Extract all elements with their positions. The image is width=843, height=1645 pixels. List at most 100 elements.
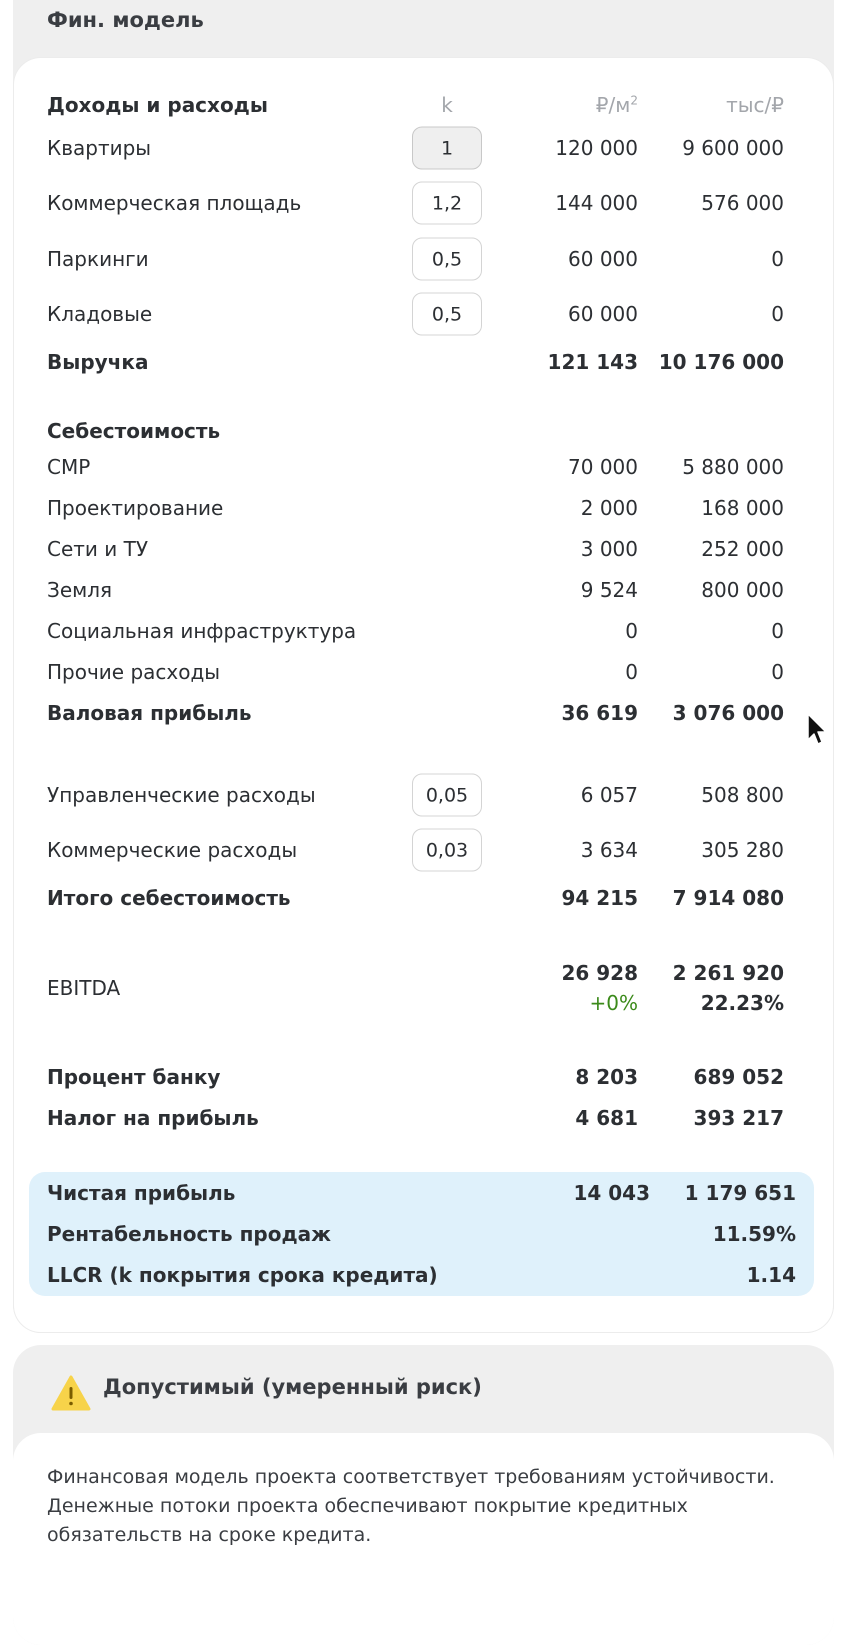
k-input-storage[interactable]: 0,5 (412, 292, 482, 336)
row-label: Социальная инфраструктура (47, 619, 357, 643)
mouse-cursor-icon (807, 713, 827, 745)
row-per-m2: 0 (625, 619, 638, 643)
row-value: 11.59% (712, 1222, 796, 1246)
row-per-m2: 60 000 (568, 302, 638, 326)
row-per-m2: 121 143 (547, 350, 638, 374)
row-total: 1 179 651 (684, 1181, 796, 1205)
row-per-m2: 8 203 (575, 1065, 638, 1089)
cost-header: Себестоимость (47, 411, 784, 451)
cost-row: Сети и ТУ 3 000 252 000 (47, 529, 784, 569)
row-label: Управленческие расходы (47, 783, 316, 807)
row-total: 7 914 080 (672, 886, 784, 910)
k-input-admin[interactable]: 0,05 (412, 773, 482, 817)
row-label: Земля (47, 578, 113, 602)
row-total: 800 000 (701, 578, 784, 602)
cost-row: Прочие расходы 0 0 (47, 652, 784, 692)
cost-row: Земля 9 524 800 000 (47, 570, 784, 610)
k-input-parking[interactable]: 0,5 (412, 237, 482, 281)
row-label: Кладовые (47, 302, 153, 326)
row-per-m2: 3 000 (580, 537, 638, 561)
row-per-m2: 6 057 (580, 783, 638, 807)
row-total: 689 052 (693, 1065, 784, 1089)
row-total: 10 176 000 (658, 350, 784, 374)
gross-profit-row: Валовая прибыль 36 619 3 076 000 (47, 693, 784, 733)
summary-highlight: Чистая прибыль 14 043 1 179 651 Рентабел… (29, 1172, 814, 1296)
warning-icon (51, 1375, 91, 1411)
row-label: Коммерческая площадь (47, 191, 302, 215)
risk-description: Финансовая модель проекта соответствует … (47, 1466, 775, 1546)
row-total: 393 217 (693, 1106, 784, 1130)
ebitda-pct: 22.23% (700, 991, 784, 1015)
income-row: Кладовые 0,5 60 000 0 (47, 292, 784, 336)
row-total: 9 600 000 (682, 136, 784, 160)
risk-body: Финансовая модель проекта соответствует … (13, 1433, 834, 1645)
row-label: EBITDA (47, 976, 121, 1000)
row-total: 0 (771, 660, 784, 684)
llcr-row: LLCR (k покрытия срока кредита) 1.14 (47, 1255, 796, 1295)
row-label: Прочие расходы (47, 660, 221, 684)
row-per-m2: 2 000 (580, 496, 638, 520)
row-label: LLCR (k покрытия срока кредита) (47, 1263, 438, 1287)
row-total: 0 (771, 302, 784, 326)
cost-row: Социальная инфраструктура 0 0 (47, 611, 784, 651)
k-input-apartments[interactable]: 1 (412, 126, 482, 170)
risk-card: Допустимый (умеренный риск) Финансовая м… (13, 1345, 834, 1645)
row-per-m2: 60 000 (568, 247, 638, 271)
k-input-commercial-expenses[interactable]: 0,03 (412, 828, 482, 872)
row-per-m2: 36 619 (561, 701, 638, 725)
row-label: Итого себестоимость (47, 886, 291, 910)
expense-row: Коммерческие расходы 0,03 3 634 305 280 (47, 828, 784, 872)
row-label: Паркинги (47, 247, 149, 271)
row-label: Налог на прибыль (47, 1106, 259, 1130)
row-total: 3 076 000 (672, 701, 784, 725)
revenue-row: Выручка 121 143 10 176 000 (47, 342, 784, 382)
row-total: 5 880 000 (682, 455, 784, 479)
row-per-m2: 4 681 (575, 1106, 638, 1130)
row-total: 252 000 (701, 537, 784, 561)
section-heading: Себестоимость (47, 419, 221, 443)
row-per-m2: 144 000 (555, 191, 638, 215)
sales-margin-row: Рентабельность продаж 11.59% (47, 1214, 796, 1254)
row-per-m2: 14 043 (573, 1181, 650, 1205)
expense-row: Управленческие расходы 0,05 6 057 508 80… (47, 773, 784, 817)
row-label: Чистая прибыль (47, 1181, 236, 1205)
row-total: 508 800 (701, 783, 784, 807)
row-label: СМР (47, 455, 91, 479)
row-label: Сети и ТУ (47, 537, 149, 561)
row-per-m2: 94 215 (561, 886, 638, 910)
net-profit-row: Чистая прибыль 14 043 1 179 651 (47, 1173, 796, 1213)
header-total: тыс/₽ (726, 93, 784, 117)
row-total: 168 000 (701, 496, 784, 520)
k-input-commercial[interactable]: 1,2 (412, 181, 482, 225)
header-k: k (441, 93, 453, 117)
income-tax-row: Налог на прибыль 4 681 393 217 (47, 1098, 784, 1138)
row-per-m2: 120 000 (555, 136, 638, 160)
row-total: 305 280 (701, 838, 784, 862)
ebitda-delta: +0% (589, 991, 639, 1015)
income-row: Квартиры 1 120 000 9 600 000 (47, 126, 784, 170)
row-per-m2: 70 000 (568, 455, 638, 479)
row-label: Процент банку (47, 1065, 221, 1089)
row-value: 1.14 (746, 1263, 796, 1287)
row-per-m2: 0 (625, 660, 638, 684)
ebitda-row: EBITDA 26 928 +0% 2 261 920 22.23% (47, 955, 784, 1021)
row-total: 576 000 (701, 191, 784, 215)
row-label: Коммерческие расходы (47, 838, 298, 862)
row-label: Выручка (47, 350, 149, 374)
cost-row: Проектирование 2 000 168 000 (47, 488, 784, 528)
total-cost-row: Итого себестоимость 94 215 7 914 080 (47, 878, 784, 918)
header-label: Доходы и расходы (47, 93, 268, 117)
bank-interest-row: Процент банку 8 203 689 052 (47, 1057, 784, 1097)
header-per-m2: ₽/м2 (595, 93, 638, 117)
cost-row: СМР 70 000 5 880 000 (47, 447, 784, 487)
income-row: Коммерческая площадь 1,2 144 000 576 000 (47, 181, 784, 225)
fin-model-title: Фин. модель (47, 8, 204, 32)
row-label: Проектирование (47, 496, 224, 520)
income-row: Паркинги 0,5 60 000 0 (47, 237, 784, 281)
row-total: 0 (771, 247, 784, 271)
table-header: Доходы и расходы k ₽/м2 тыс/₽ (47, 85, 784, 125)
row-label: Валовая прибыль (47, 701, 252, 725)
risk-title: Допустимый (умеренный риск) (103, 1375, 482, 1399)
row-total: 0 (771, 619, 784, 643)
row-label: Квартиры (47, 136, 152, 160)
